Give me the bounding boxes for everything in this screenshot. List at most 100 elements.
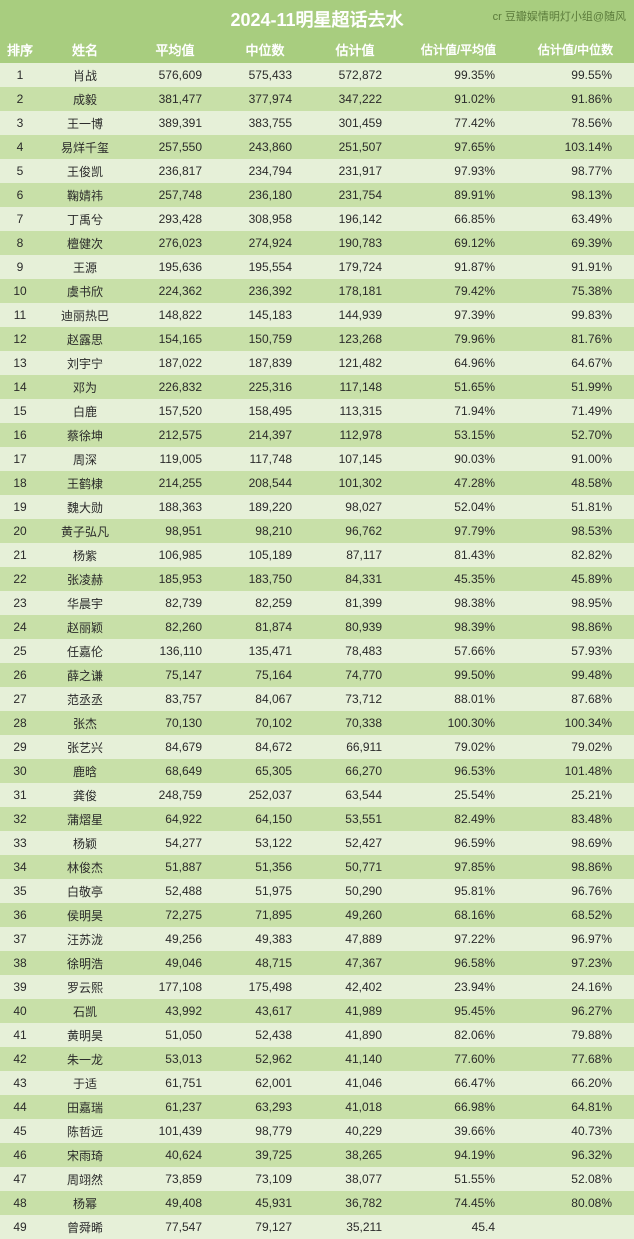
cell-ratio-avg: 95.45% — [400, 999, 517, 1023]
cell-name: 黄明昊 — [40, 1023, 130, 1047]
cell-median: 98,210 — [220, 519, 310, 543]
cell-avg: 119,005 — [130, 447, 220, 471]
cell-rank: 24 — [0, 615, 40, 639]
cell-rank: 38 — [0, 951, 40, 975]
cell-median: 52,962 — [220, 1047, 310, 1071]
cell-ratio-avg: 77.42% — [400, 111, 517, 135]
cell-ratio-median: 80.08% — [517, 1191, 634, 1215]
cell-ratio-avg: 66.98% — [400, 1095, 517, 1119]
cell-ratio-median: 98.69% — [517, 831, 634, 855]
cell-median: 82,259 — [220, 591, 310, 615]
table-row: 48杨幂49,40845,93136,78274.45%80.08% — [0, 1191, 634, 1215]
table-row: 32蒲熠星64,92264,15053,55182.49%83.48% — [0, 807, 634, 831]
cell-name: 蒲熠星 — [40, 807, 130, 831]
cell-estimate: 38,077 — [310, 1167, 400, 1191]
cell-rank: 2 — [0, 87, 40, 111]
cell-ratio-avg: 79.96% — [400, 327, 517, 351]
cell-ratio-avg: 96.58% — [400, 951, 517, 975]
cell-estimate: 113,315 — [310, 399, 400, 423]
table-row: 18王鹤棣214,255208,544101,30247.28%48.58% — [0, 471, 634, 495]
cell-avg: 77,547 — [130, 1215, 220, 1239]
cell-median: 49,383 — [220, 927, 310, 951]
table-row: 15白鹿157,520158,495113,31571.94%71.49% — [0, 399, 634, 423]
table-row: 22张凌赫185,953183,75084,33145.35%45.89% — [0, 567, 634, 591]
table-row: 45陈哲远101,43998,77940,22939.66%40.73% — [0, 1119, 634, 1143]
cell-ratio-avg: 97.39% — [400, 303, 517, 327]
cell-name: 刘宇宁 — [40, 351, 130, 375]
col-median: 中位数 — [220, 36, 310, 63]
table-row: 33杨颖54,27753,12252,42796.59%98.69% — [0, 831, 634, 855]
cell-rank: 14 — [0, 375, 40, 399]
cell-ratio-median: 51.81% — [517, 495, 634, 519]
cell-median: 52,438 — [220, 1023, 310, 1047]
table-row: 41黄明昊51,05052,43841,89082.06%79.88% — [0, 1023, 634, 1047]
table-row: 38徐明浩49,04648,71547,36796.58%97.23% — [0, 951, 634, 975]
cell-ratio-avg: 91.87% — [400, 255, 517, 279]
cell-estimate: 190,783 — [310, 231, 400, 255]
cell-ratio-avg: 99.35% — [400, 63, 517, 87]
cell-avg: 40,624 — [130, 1143, 220, 1167]
cell-ratio-median: 98.86% — [517, 855, 634, 879]
cell-avg: 49,046 — [130, 951, 220, 975]
cell-estimate: 121,482 — [310, 351, 400, 375]
cell-name: 林俊杰 — [40, 855, 130, 879]
cell-ratio-avg: 94.19% — [400, 1143, 517, 1167]
cell-estimate: 78,483 — [310, 639, 400, 663]
cell-avg: 248,759 — [130, 783, 220, 807]
star-table: 排序 姓名 平均值 中位数 估计值 估计值/平均值 估计值/中位数 1肖战576… — [0, 36, 634, 1239]
cell-ratio-avg: 66.85% — [400, 207, 517, 231]
cell-ratio-avg: 82.06% — [400, 1023, 517, 1047]
cell-ratio-median: 24.16% — [517, 975, 634, 999]
cell-rank: 16 — [0, 423, 40, 447]
cell-ratio-avg: 96.59% — [400, 831, 517, 855]
cell-ratio-median: 68.52% — [517, 903, 634, 927]
cell-avg: 101,439 — [130, 1119, 220, 1143]
cell-ratio-median: 51.99% — [517, 375, 634, 399]
cell-ratio-avg: 97.85% — [400, 855, 517, 879]
header-row: 排序 姓名 平均值 中位数 估计值 估计值/平均值 估计值/中位数 — [0, 36, 634, 63]
cell-name: 朱一龙 — [40, 1047, 130, 1071]
cell-rank: 31 — [0, 783, 40, 807]
cell-median: 48,715 — [220, 951, 310, 975]
cell-avg: 389,391 — [130, 111, 220, 135]
cell-rank: 15 — [0, 399, 40, 423]
cell-rank: 33 — [0, 831, 40, 855]
cell-ratio-avg: 25.54% — [400, 783, 517, 807]
cell-name: 鹿晗 — [40, 759, 130, 783]
cell-estimate: 179,724 — [310, 255, 400, 279]
col-ratio-avg: 估计值/平均值 — [400, 36, 517, 63]
cell-avg: 61,751 — [130, 1071, 220, 1095]
cell-name: 易烊千玺 — [40, 135, 130, 159]
table-row: 39罗云熙177,108175,49842,40223.94%24.16% — [0, 975, 634, 999]
table-row: 34林俊杰51,88751,35650,77197.85%98.86% — [0, 855, 634, 879]
cell-ratio-median: 91.91% — [517, 255, 634, 279]
cell-rank: 29 — [0, 735, 40, 759]
cell-ratio-median: 98.13% — [517, 183, 634, 207]
cell-ratio-median: 96.32% — [517, 1143, 634, 1167]
cell-ratio-median: 96.76% — [517, 879, 634, 903]
cell-median: 64,150 — [220, 807, 310, 831]
credit-text: cr 豆瓣娱情明灯小组@随风 — [493, 8, 626, 24]
cell-ratio-median: 57.93% — [517, 639, 634, 663]
cell-rank: 32 — [0, 807, 40, 831]
table-row: 19魏大勋188,363189,22098,02752.04%51.81% — [0, 495, 634, 519]
cell-median: 75,164 — [220, 663, 310, 687]
cell-estimate: 66,270 — [310, 759, 400, 783]
cell-name: 黄子弘凡 — [40, 519, 130, 543]
cell-median: 243,860 — [220, 135, 310, 159]
cell-ratio-avg: 82.49% — [400, 807, 517, 831]
cell-estimate: 301,459 — [310, 111, 400, 135]
cell-avg: 187,022 — [130, 351, 220, 375]
table-row: 24赵丽颖82,26081,87480,93998.39%98.86% — [0, 615, 634, 639]
cell-name: 周翊然 — [40, 1167, 130, 1191]
cell-avg: 75,147 — [130, 663, 220, 687]
cell-median: 158,495 — [220, 399, 310, 423]
cell-ratio-avg: 45.4 — [400, 1215, 517, 1239]
col-avg: 平均值 — [130, 36, 220, 63]
cell-avg: 51,050 — [130, 1023, 220, 1047]
table-row: 37汪苏泷49,25649,38347,88997.22%96.97% — [0, 927, 634, 951]
table-row: 6鞠婧祎257,748236,180231,75489.91%98.13% — [0, 183, 634, 207]
cell-rank: 6 — [0, 183, 40, 207]
cell-ratio-avg: 45.35% — [400, 567, 517, 591]
cell-estimate: 80,939 — [310, 615, 400, 639]
